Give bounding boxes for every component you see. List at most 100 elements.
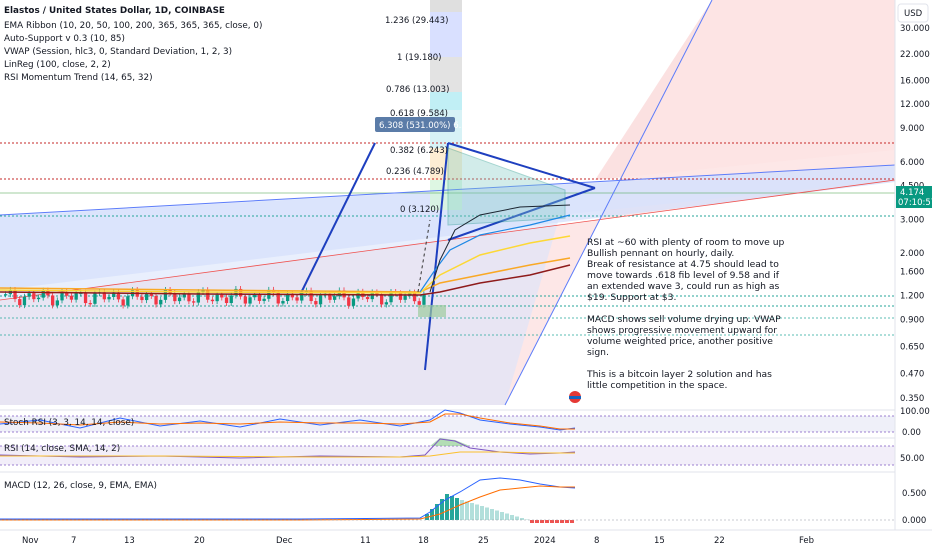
fib-0236: 0.236 (4.789) <box>386 167 444 177</box>
candle-body <box>173 293 177 302</box>
annotation-line-7: MACD shows sell volume drying up. VWAP <box>587 314 781 325</box>
lower-red-trendline <box>0 179 896 301</box>
legend: Elastos / United States Dollar, 1D, COIN… <box>4 6 262 83</box>
candle-body <box>224 297 229 304</box>
stoch-k-line <box>0 409 576 431</box>
price-tick-3: 12.000 <box>900 100 930 110</box>
price-tick-10: 1.200 <box>900 292 924 302</box>
macd-bar <box>540 520 544 523</box>
candle-body <box>177 297 182 302</box>
candle-body <box>4 294 8 296</box>
macd-bar <box>555 520 559 523</box>
candle-body <box>22 296 27 306</box>
time-tick-6: 18 <box>418 536 429 546</box>
macd-bar <box>470 503 474 520</box>
macd-bar <box>525 519 529 520</box>
macd-bar <box>475 504 479 520</box>
pane-tick-stoch-100: 100.00 <box>900 407 930 417</box>
pennant-shape <box>447 147 566 226</box>
price-tick-4: 9.000 <box>900 124 924 134</box>
candle-body <box>201 290 205 293</box>
indicator-1: Auto-Support v 0.3 (10, 85) <box>4 34 125 44</box>
pane-tick-macd-0: 0.000 <box>902 516 926 526</box>
ema-ribbon-black <box>429 204 571 293</box>
stoch-rsi-pane: Stoch RSI (3, 3, 14, 14, close) <box>0 409 932 433</box>
fib-labels: 1.236 (29.443) 1 (19.180) 0.786 (13.003)… <box>385 16 449 215</box>
candle-body <box>389 292 393 303</box>
candle-body <box>351 298 356 306</box>
stoch-d-line <box>0 413 575 430</box>
time-tick-9: 8 <box>594 536 599 546</box>
candle-body <box>83 292 88 304</box>
candle-body <box>365 297 370 300</box>
fib-zone-2 <box>430 12 462 57</box>
candle-body <box>290 293 294 298</box>
candle-body <box>380 294 384 305</box>
pane-tick-macd-05: 0.500 <box>902 489 926 499</box>
candle-body <box>276 292 280 304</box>
macd-bar <box>510 515 514 520</box>
fib-0618: 0.618 (9.584) <box>390 109 448 119</box>
candle-body <box>253 294 257 298</box>
price-tick-13: 0.470 <box>900 369 924 379</box>
candle-body <box>69 295 74 300</box>
candle-body <box>107 296 111 300</box>
trend-lines[interactable] <box>0 0 896 406</box>
blue-channel-upper <box>0 166 895 290</box>
candle-body <box>121 299 125 306</box>
candle-body <box>18 299 22 306</box>
candle-body <box>192 301 196 303</box>
macd-bar <box>545 520 549 523</box>
measure-tooltip: 6.308 (531.00%) 6.308 <box>375 117 478 317</box>
time-tick-4: Dec <box>276 536 293 546</box>
annotation-line-9: volume weighted price, another positive <box>587 336 773 347</box>
price-tick-2: 16.000 <box>900 76 930 86</box>
price-tick-14: 0.350 <box>900 394 924 404</box>
macd-bar <box>480 506 484 520</box>
time-tick-8: 2024 <box>534 536 556 546</box>
rsi-overbought-fill <box>430 438 470 446</box>
candle-body <box>262 298 266 301</box>
macd-bar <box>450 496 454 520</box>
candle-body <box>182 294 186 298</box>
candle-body <box>422 294 426 305</box>
rsi-pane: RSI (14, close, SMA, 14, 2) <box>0 437 932 466</box>
annotation-line-3: move towards .618 fib level of 9.58 and … <box>587 270 780 281</box>
price-axis[interactable]: 30.00022.00016.00012.0009.0006.0004.5003… <box>894 0 932 550</box>
candle-body <box>215 294 219 302</box>
fib-0: 0 (3.120) <box>400 205 439 215</box>
macd-label: MACD (12, 26, close, 9, EMA, EMA) <box>4 481 157 491</box>
candle-body <box>163 289 168 300</box>
macd-bar <box>550 520 554 523</box>
current-price: 4.174 <box>900 188 924 198</box>
fib-zone-7 <box>430 180 462 210</box>
annotation-line-2: Break of resistance at 4.75 should lead … <box>587 259 779 270</box>
candle-body <box>220 294 224 298</box>
candle-body <box>295 297 299 301</box>
fib-zone-3 <box>430 57 462 92</box>
macd-bar <box>500 512 504 520</box>
macd-bar <box>570 520 574 523</box>
indicator-4: RSI Momentum Trend (14, 65, 32) <box>4 73 153 83</box>
symbol-title: Elastos / United States Dollar, 1D, COIN… <box>4 6 225 16</box>
macd-bar <box>445 494 449 520</box>
candle-body <box>398 293 403 300</box>
candle-body <box>13 289 17 300</box>
indicator-2: VWAP (Session, hlc3, 0, Standard Deviati… <box>4 47 232 57</box>
candle-body <box>116 292 121 300</box>
annotation-line-13: little competition in the space. <box>587 380 727 391</box>
currency-button[interactable]: USD <box>897 3 929 23</box>
candle-body <box>248 297 252 304</box>
fib-1236: 1.236 (29.443) <box>385 16 448 26</box>
countdown: 07:10:57 <box>898 198 932 208</box>
time-tick-2: 13 <box>124 536 135 546</box>
time-axis[interactable]: Nov 7 13 20 Dec 11 18 25 2024 8 15 22 Feb <box>0 529 932 546</box>
candle-body <box>210 299 215 302</box>
candle-body <box>347 297 351 306</box>
candle-body <box>51 295 55 306</box>
macd-bar <box>435 504 439 520</box>
indicator-0: EMA Ribbon (10, 20, 50, 100, 200, 365, 3… <box>4 21 262 31</box>
candle-body <box>93 293 97 304</box>
